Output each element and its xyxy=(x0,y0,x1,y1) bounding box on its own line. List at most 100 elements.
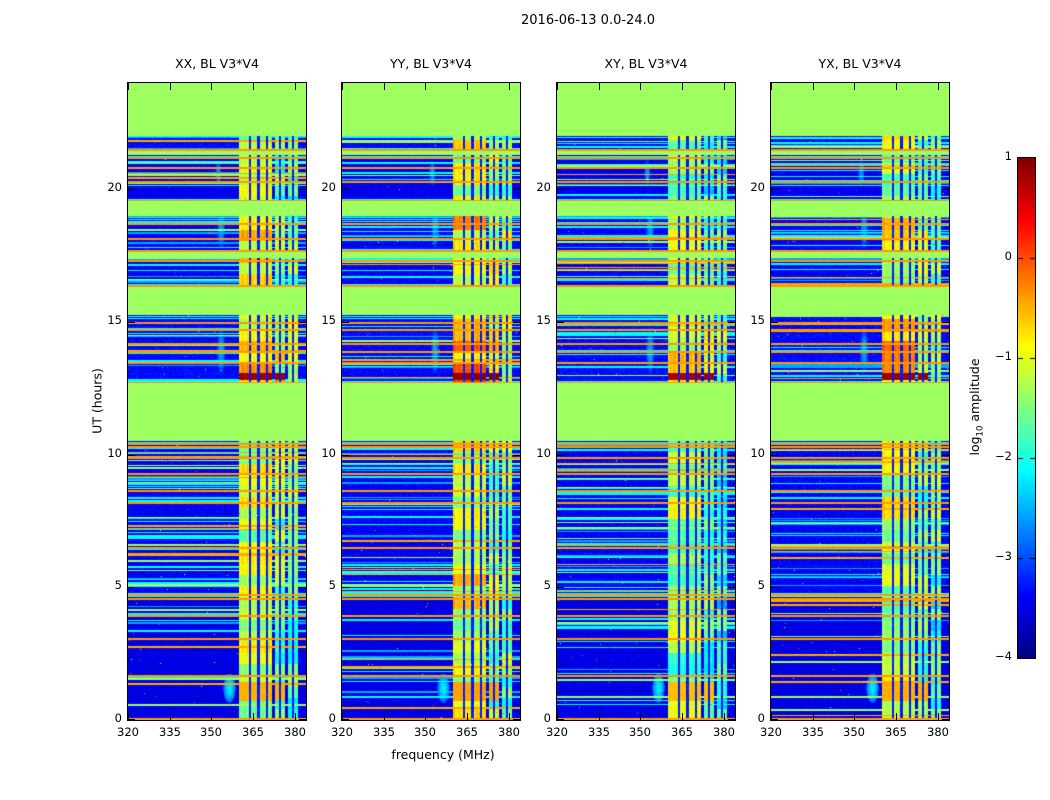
y-tick-label: 5 xyxy=(757,578,765,592)
colorbar xyxy=(1017,157,1036,659)
x-tick-label: 350 xyxy=(629,725,651,739)
x-tick-label: 335 xyxy=(373,725,395,739)
x-tick-label: 350 xyxy=(200,725,222,739)
y-tick-label: 0 xyxy=(114,711,122,725)
x-tick-mark-top xyxy=(682,83,683,90)
x-tick-mark-bottom xyxy=(425,713,426,720)
spectrogram-canvas-xy xyxy=(557,83,735,720)
colorbar-canvas xyxy=(1018,158,1035,658)
colorbar-title: log10 amplitude xyxy=(967,358,986,455)
y-tick-mark-right xyxy=(728,455,735,456)
y-tick-mark-right xyxy=(513,189,520,190)
x-axis-title: frequency (MHz) xyxy=(391,747,495,762)
x-tick-label: 320 xyxy=(546,725,568,739)
x-tick-mark-bottom xyxy=(128,713,129,720)
colorbar-tick-label: −2 xyxy=(995,449,1012,463)
x-tick-mark-bottom xyxy=(384,713,385,720)
y-tick-label: 15 xyxy=(750,313,765,327)
x-tick-mark-top xyxy=(253,83,254,90)
x-tick-label: 365 xyxy=(671,725,693,739)
colorbar-tick-label: −4 xyxy=(995,649,1012,663)
x-tick-label: 320 xyxy=(117,725,139,739)
y-tick-mark-right xyxy=(513,587,520,588)
y-tick-mark-right xyxy=(513,719,520,720)
y-tick-mark-left xyxy=(771,189,778,190)
y-axis-title: UT (hours) xyxy=(89,368,105,434)
x-tick-label: 350 xyxy=(414,725,436,739)
x-tick-mark-bottom xyxy=(467,713,468,720)
y-tick-mark-left xyxy=(557,455,564,456)
y-tick-mark-left xyxy=(128,455,135,456)
x-tick-mark-top xyxy=(896,83,897,90)
x-tick-mark-bottom xyxy=(813,713,814,720)
spectrogram-panel-yy xyxy=(341,82,521,721)
y-tick-label: 20 xyxy=(750,180,765,194)
y-tick-mark-right xyxy=(942,455,949,456)
y-tick-label: 20 xyxy=(107,180,122,194)
x-tick-mark-bottom xyxy=(854,713,855,720)
y-tick-label: 10 xyxy=(750,446,765,460)
x-tick-mark-bottom xyxy=(724,713,725,720)
spectrogram-canvas-xx xyxy=(128,83,306,720)
y-tick-mark-right xyxy=(728,719,735,720)
x-tick-label: 365 xyxy=(456,725,478,739)
x-tick-mark-bottom xyxy=(896,713,897,720)
x-tick-mark-top xyxy=(128,83,129,90)
x-tick-mark-top xyxy=(509,83,510,90)
panel-title-yx: YX, BL V3*V4 xyxy=(818,56,902,71)
y-tick-label: 10 xyxy=(321,446,336,460)
y-tick-mark-right xyxy=(299,322,306,323)
y-tick-label: 5 xyxy=(114,578,122,592)
x-tick-mark-bottom xyxy=(640,713,641,720)
x-tick-label: 380 xyxy=(284,725,306,739)
y-tick-mark-right xyxy=(942,322,949,323)
x-tick-mark-top xyxy=(599,83,600,90)
x-tick-mark-bottom xyxy=(170,713,171,720)
y-tick-mark-left xyxy=(557,719,564,720)
x-tick-mark-top xyxy=(854,83,855,90)
x-tick-label: 380 xyxy=(713,725,735,739)
x-tick-mark-top xyxy=(425,83,426,90)
figure-title: 2016-06-13 0.0-24.0 xyxy=(521,13,655,28)
x-tick-mark-top xyxy=(557,83,558,90)
x-tick-label: 335 xyxy=(159,725,181,739)
x-tick-label: 365 xyxy=(242,725,264,739)
y-tick-mark-left xyxy=(342,455,349,456)
x-tick-mark-bottom xyxy=(342,713,343,720)
x-tick-label: 365 xyxy=(885,725,907,739)
y-tick-mark-right xyxy=(299,189,306,190)
x-tick-mark-bottom xyxy=(253,713,254,720)
x-tick-label: 335 xyxy=(588,725,610,739)
colorbar-title-sub: 10 xyxy=(975,425,986,437)
x-tick-mark-top xyxy=(211,83,212,90)
x-tick-mark-top xyxy=(938,83,939,90)
x-tick-mark-top xyxy=(342,83,343,90)
y-tick-mark-right xyxy=(299,587,306,588)
x-tick-mark-bottom xyxy=(599,713,600,720)
x-tick-mark-top xyxy=(170,83,171,90)
panel-title-xx: XX, BL V3*V4 xyxy=(175,56,259,71)
colorbar-title-amplitude: amplitude xyxy=(966,358,982,426)
y-tick-mark-right xyxy=(513,322,520,323)
x-tick-mark-bottom xyxy=(557,713,558,720)
y-tick-mark-left xyxy=(342,189,349,190)
y-tick-mark-left xyxy=(771,719,778,720)
panel-title-xy: XY, BL V3*V4 xyxy=(604,56,688,71)
x-tick-mark-top xyxy=(813,83,814,90)
spectrogram-canvas-yy xyxy=(342,83,520,720)
x-tick-label: 320 xyxy=(760,725,782,739)
y-tick-label: 20 xyxy=(536,180,551,194)
colorbar-tick-label: 1 xyxy=(1004,149,1012,163)
x-tick-label: 380 xyxy=(498,725,520,739)
y-tick-mark-left xyxy=(771,587,778,588)
y-tick-mark-left xyxy=(128,719,135,720)
y-tick-mark-right xyxy=(728,189,735,190)
x-tick-mark-top xyxy=(384,83,385,90)
x-tick-label: 335 xyxy=(802,725,824,739)
y-tick-mark-left xyxy=(557,189,564,190)
x-tick-label: 320 xyxy=(331,725,353,739)
colorbar-tick-label: −3 xyxy=(995,549,1012,563)
y-tick-mark-left xyxy=(128,189,135,190)
y-tick-mark-left xyxy=(342,719,349,720)
